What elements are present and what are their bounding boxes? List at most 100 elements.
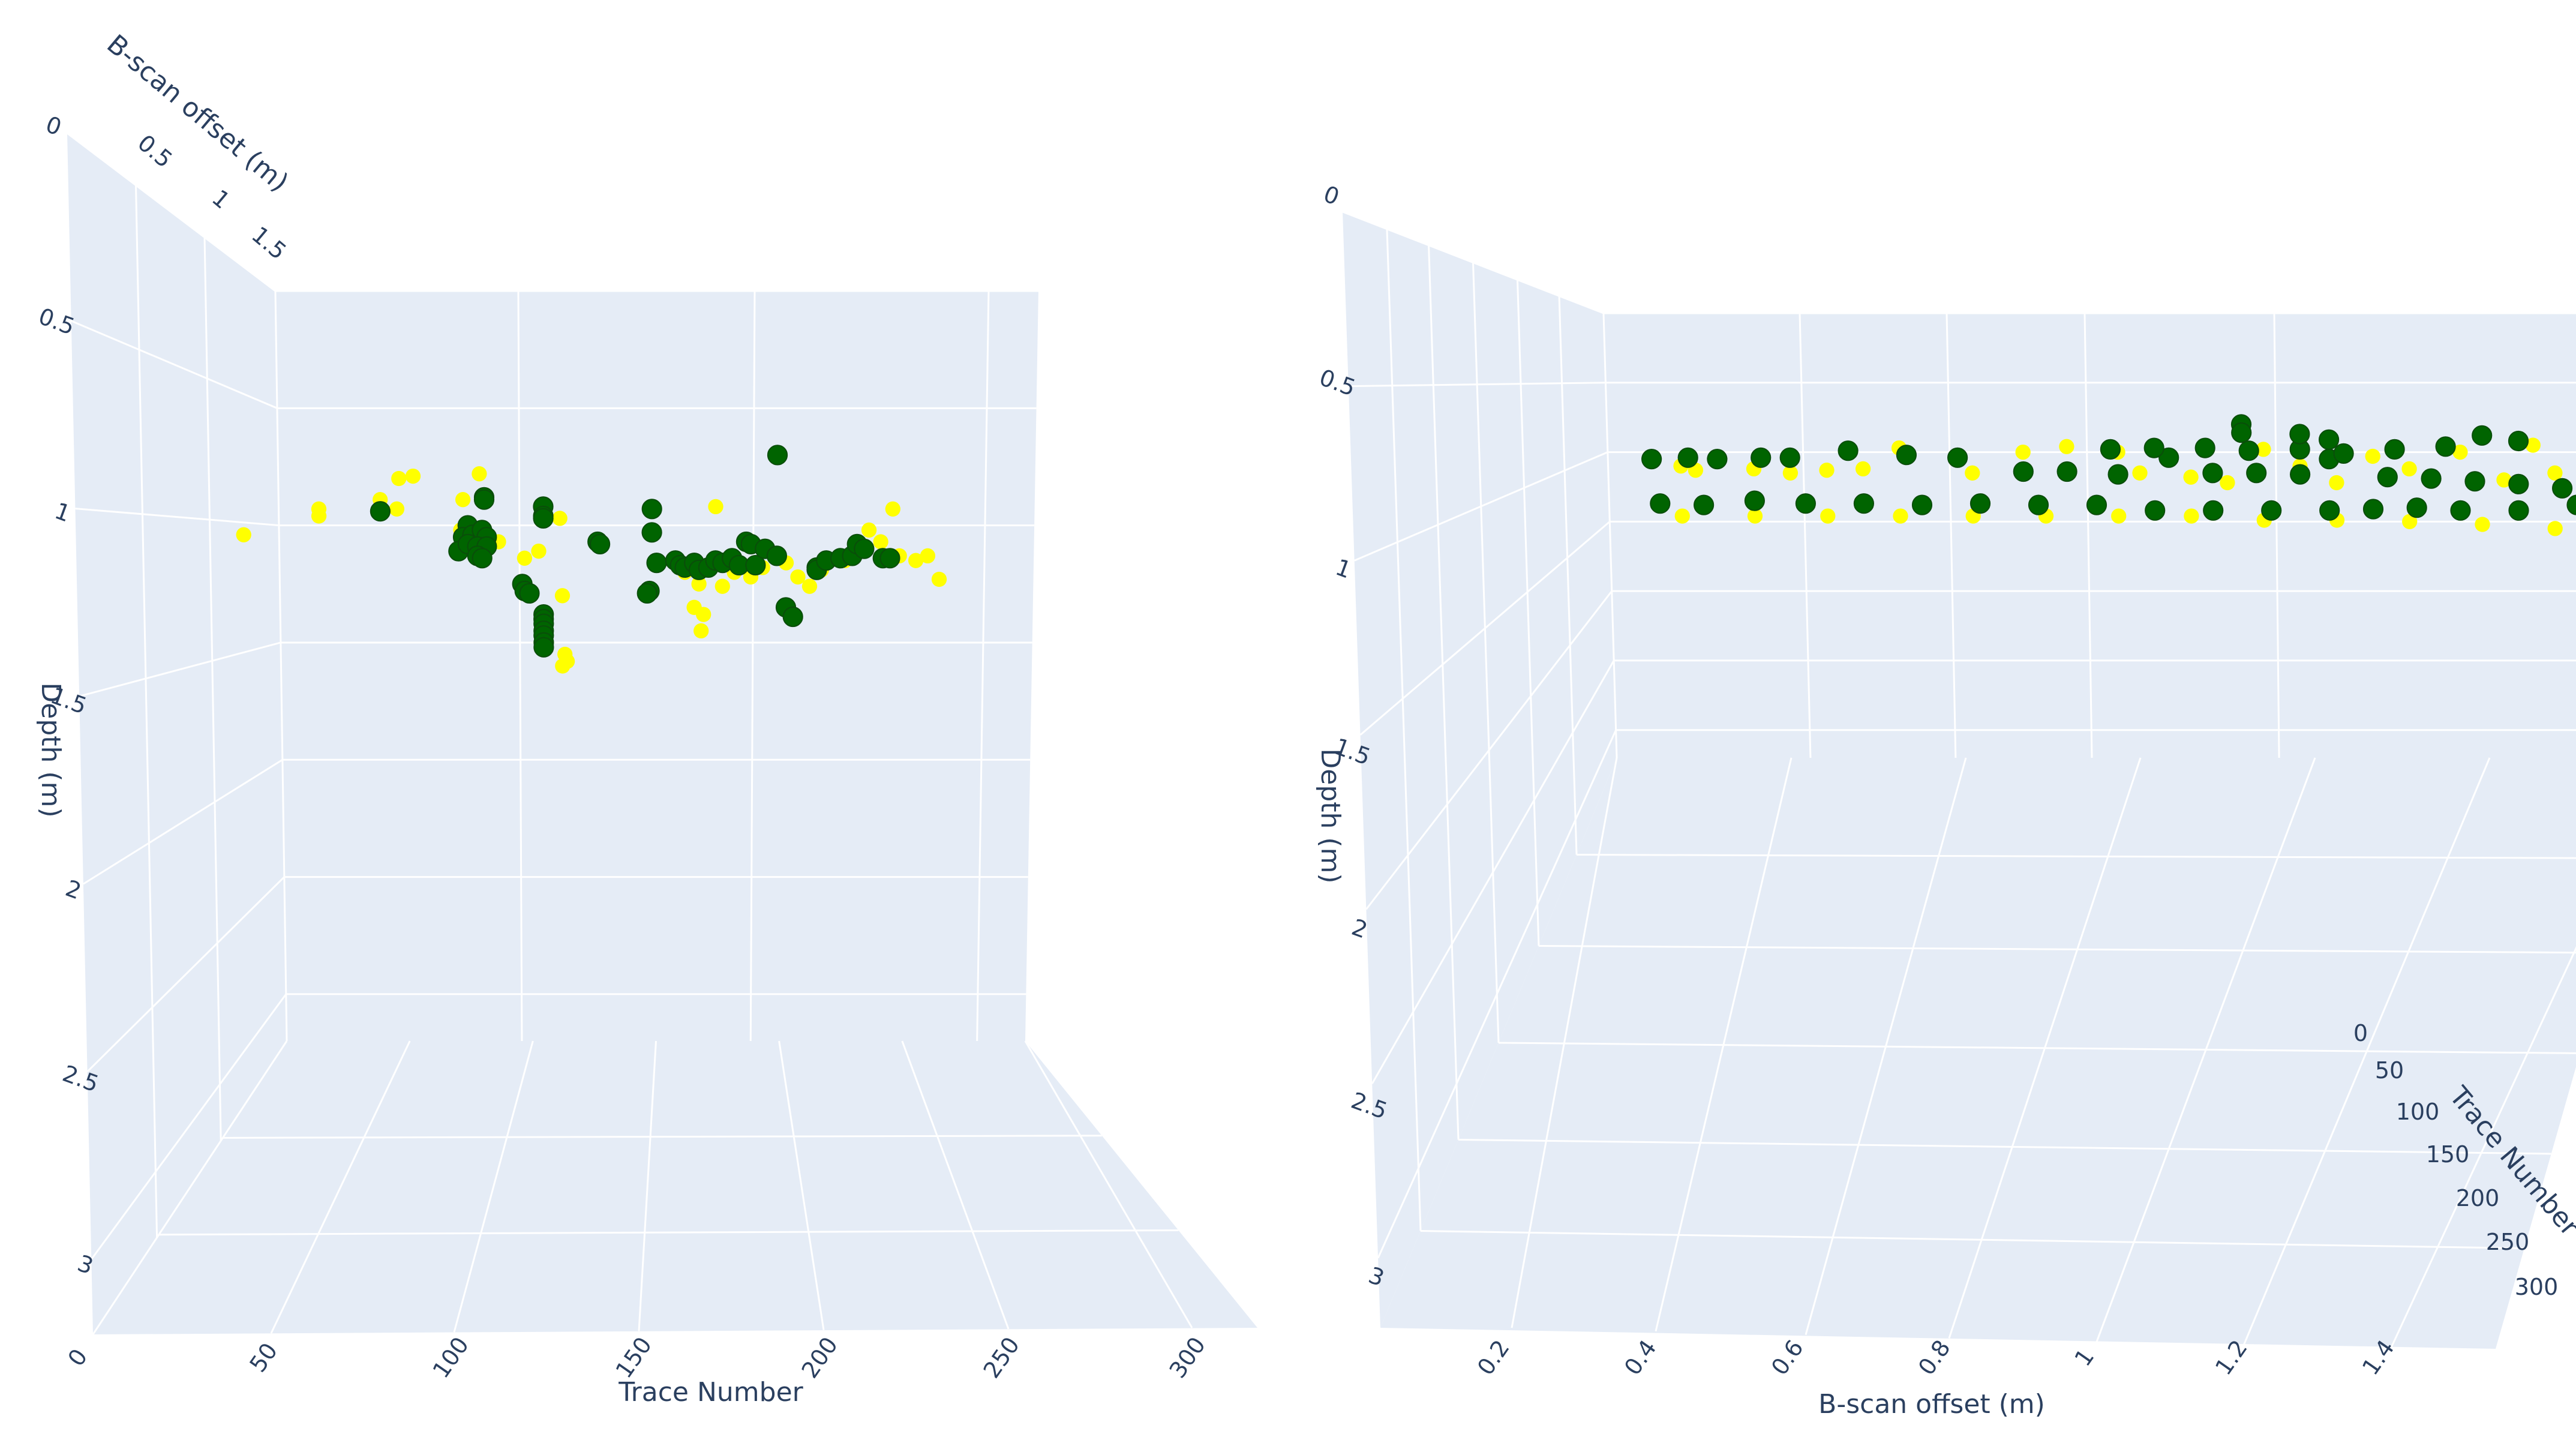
data-point-marker_green (2145, 500, 2166, 521)
data-point-marker_green (2508, 430, 2529, 452)
data-point-marker_green (2450, 500, 2471, 521)
back-grid-vertical (1945, 313, 1957, 758)
data-point-marker_green (2566, 494, 2576, 515)
data-point-marker_green (519, 583, 540, 604)
floor-grid-line (270, 1040, 411, 1334)
x-tick-label: 0.6 (1766, 1335, 1809, 1380)
data-point-marker_green (533, 637, 554, 658)
data-point-marker_green (1853, 493, 1874, 514)
back-grid-vertical (517, 290, 523, 1042)
y-tick-label: 50 (2375, 1057, 2404, 1084)
data-point-marker_yellow (1747, 508, 1763, 524)
floor-grid-cross (1538, 945, 2576, 954)
data-point-marker_green (2362, 499, 2384, 520)
data-point-marker_yellow (472, 466, 487, 482)
z-axis-title: Depth (m) (35, 682, 66, 817)
y-tick-label: 150 (2426, 1141, 2470, 1168)
right-3d-scatter-panel[interactable]: 0.2 0.4 0.6 0.8 1 1.2 1.400.511.522.5305010015… (1315, 181, 2576, 1420)
data-point-marker_yellow (2496, 472, 2512, 488)
floor-grid-line (901, 1040, 1010, 1330)
floor-grid-line (1024, 1040, 1193, 1328)
floor-grid-line (92, 1040, 288, 1335)
series-marker_green (370, 445, 900, 658)
data-point-marker_green (1694, 494, 1715, 515)
side-grid-vertical (1516, 280, 1540, 946)
data-point-marker_yellow (1782, 465, 1799, 481)
data-point-marker_yellow (2475, 517, 2490, 532)
data-point-marker_yellow (861, 522, 877, 538)
data-point-marker_green (641, 522, 662, 543)
back-grid-vertical (976, 290, 990, 1042)
data-point-marker_yellow (2183, 469, 2199, 485)
data-point-marker_yellow (455, 492, 471, 508)
data-point-marker_green (641, 499, 662, 520)
data-point-marker_yellow (1674, 508, 1690, 524)
back-grid-vertical (274, 290, 288, 1042)
data-point-marker_yellow (2184, 508, 2199, 524)
data-point-marker_yellow (2015, 444, 2031, 460)
data-point-marker_green (2421, 468, 2442, 489)
data-point-marker_green (646, 553, 667, 574)
side-grid-line (83, 758, 283, 885)
y-tick-label: 300 (2515, 1274, 2559, 1300)
data-point-marker_green (2056, 461, 2077, 482)
floor-pane (1380, 758, 2576, 1349)
data-point-marker_green (2508, 473, 2529, 494)
data-point-marker_green (2289, 424, 2310, 445)
data-point-marker_green (2435, 436, 2456, 457)
data-point-marker_yellow (2401, 461, 2417, 477)
data-point-marker_green (1779, 447, 1800, 468)
data-point-marker_green (1677, 447, 1698, 468)
data-point-marker_green (473, 489, 495, 510)
data-point-marker_green (2203, 500, 2224, 521)
data-point-marker_yellow (559, 653, 575, 669)
data-point-marker_green (2261, 500, 2282, 521)
data-point-marker_green (1744, 490, 1765, 511)
data-point-marker_yellow (920, 548, 936, 564)
data-point-marker_green (370, 501, 391, 522)
back-grid-vertical (749, 290, 756, 1042)
data-point-marker_yellow (931, 571, 947, 587)
y-tick-label: 1 (207, 184, 235, 214)
side-grid-line (79, 641, 281, 697)
side-grid-line (75, 508, 280, 527)
floor-grid-cross (1458, 1139, 2551, 1155)
x-tick-label: 0.8 (1913, 1335, 1956, 1380)
side-grid-vertical (135, 185, 158, 1238)
data-point-marker_green (1896, 445, 1917, 466)
data-point-marker_green (879, 548, 900, 569)
y-tick-label: 200 (2456, 1185, 2500, 1211)
data-point-marker_green (2333, 443, 2354, 464)
data-point-marker_green (745, 554, 766, 576)
z-tick-label: 0 (1320, 181, 1343, 211)
data-point-marker_green (2194, 437, 2215, 458)
data-point-marker_green (1838, 440, 1859, 461)
floor-grid-line (638, 1040, 657, 1331)
data-point-marker_yellow (554, 588, 571, 604)
left-3d-scatter-panel[interactable]: 0 50 100 150 200 250 30000.511.522.530.511.5Tr… (35, 29, 1257, 1408)
data-point-marker_yellow (2365, 448, 2380, 464)
floor-grid-cross (223, 1135, 1102, 1139)
data-point-marker_green (2202, 463, 2223, 484)
y-tick-label: 250 (2486, 1229, 2530, 1255)
data-point-marker_yellow (1855, 461, 1871, 477)
floor-grid-cross (1420, 1230, 2524, 1250)
z-tick-label: 2 (62, 875, 85, 905)
data-point-marker_yellow (2132, 465, 2148, 481)
side-pane (1343, 212, 1617, 1328)
data-point-marker_green (2319, 429, 2340, 450)
data-point-marker_green (2406, 497, 2427, 518)
x-tick-label: 250 (978, 1332, 1025, 1383)
floor-grid-line (778, 1040, 825, 1330)
data-point-marker_yellow (2525, 437, 2541, 453)
back-grid-vertical (1602, 313, 1618, 758)
y-tick-label: 100 (2396, 1099, 2440, 1125)
side-grid-vertical (203, 237, 222, 1141)
back-grid-vertical (2083, 313, 2093, 758)
data-point-marker_green (1947, 447, 1968, 468)
back-grid-vertical (1799, 313, 1812, 758)
data-point-marker_yellow (2329, 475, 2344, 491)
data-point-marker_yellow (708, 499, 723, 515)
data-point-marker_yellow (1819, 463, 1835, 478)
